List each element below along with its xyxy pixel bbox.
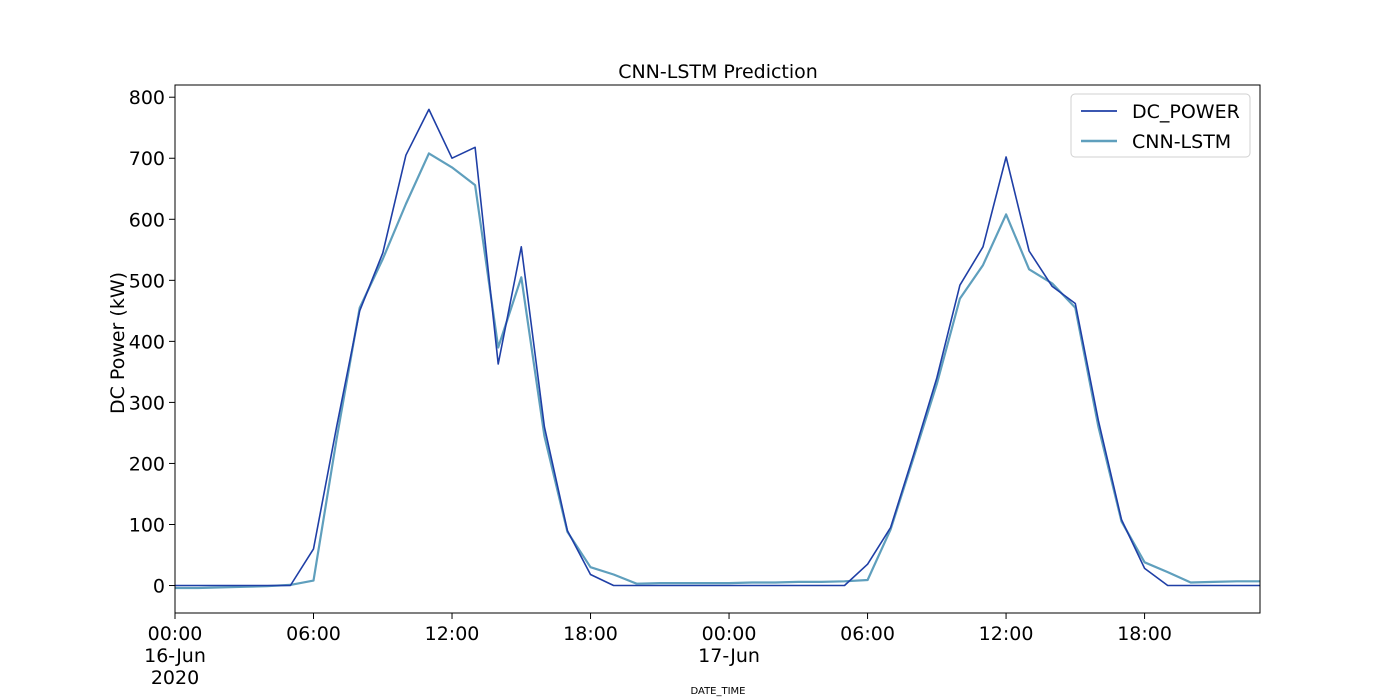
x-axis-label: DATE_TIME [690, 686, 745, 697]
legend: DC_POWER CNN-LSTM [1070, 93, 1251, 158]
x-tick-label: 00:00 16-Jun 2020 [144, 623, 206, 689]
x-tick-label: 18:00 [563, 623, 618, 645]
x-tick-label: 12:00 [425, 623, 480, 645]
y-tick-label: 0 [153, 576, 165, 598]
y-tick-label: 300 [129, 392, 165, 414]
y-axis-label: DC Power (kW) [107, 272, 129, 414]
y-tick-label: 700 [129, 148, 165, 170]
legend-label-cnn-lstm: CNN-LSTM [1132, 131, 1231, 153]
y-tick-label: 600 [129, 209, 165, 231]
x-tick-label: 00:00 17-Jun [698, 623, 760, 667]
x-tick-label: 18:00 [1117, 623, 1172, 645]
y-tick-label: 100 [129, 514, 165, 536]
legend-label-dc-power: DC_POWER [1132, 101, 1240, 123]
x-tick-label: 06:00 [840, 623, 895, 645]
y-tick-label: 800 [129, 87, 165, 109]
x-tick-label: 06:00 [286, 623, 341, 645]
chart-title: CNN-LSTM Prediction [618, 61, 818, 83]
x-tick-label: 12:00 [979, 623, 1034, 645]
y-tick-label: 400 [129, 331, 165, 353]
x-axis-ticks: 00:00 16-Jun 2020 06:00 12:00 18:00 00:00 17-Ju… [144, 613, 1172, 689]
plot-frame [174, 84, 1261, 614]
y-axis-ticks: 0 100 200 300 400 500 600 700 800 [129, 87, 175, 598]
plot-area [174, 84, 1261, 614]
series-line-dc-power [175, 108, 1260, 587]
series-line-cnn-lstm [175, 152, 1260, 590]
y-tick-label: 200 [129, 453, 165, 475]
y-tick-label: 500 [129, 270, 165, 292]
